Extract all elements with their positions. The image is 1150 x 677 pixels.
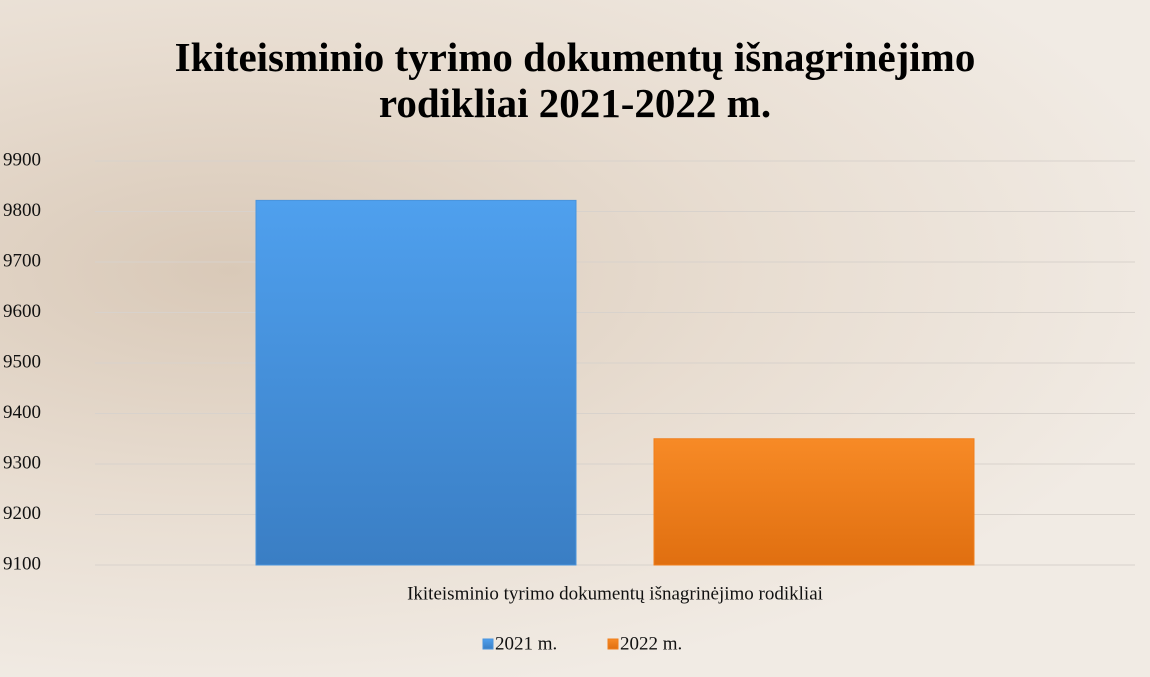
legend-swatch — [483, 639, 493, 649]
page: Ikiteisminio tyrimo dokumentų išnagrinėj… — [0, 0, 1150, 677]
y-tick-label: 9400 — [3, 402, 41, 423]
y-tick-label: 9600 — [3, 301, 41, 322]
y-tick-label: 9800 — [3, 200, 41, 221]
x-tick-label: Ikiteisminio tyrimo dokumentų išnagrinėj… — [407, 583, 823, 604]
y-tick-label: 9700 — [3, 250, 41, 271]
y-tick-label: 9900 — [3, 149, 41, 170]
legend-label: 2021 m. — [495, 633, 557, 654]
y-tick-label: 9200 — [3, 503, 41, 524]
legend-label: 2022 m. — [620, 633, 682, 654]
legend-swatch — [608, 639, 618, 649]
chart: 9100 9200 9300 9400 9500 9600 9700 9800 9900 Ikit… — [0, 0, 1150, 677]
y-tick-label: 9100 — [3, 553, 41, 574]
y-tick-label: 9300 — [3, 452, 41, 473]
bar — [256, 200, 576, 565]
y-tick-label: 9500 — [3, 351, 41, 372]
bar — [654, 439, 974, 565]
